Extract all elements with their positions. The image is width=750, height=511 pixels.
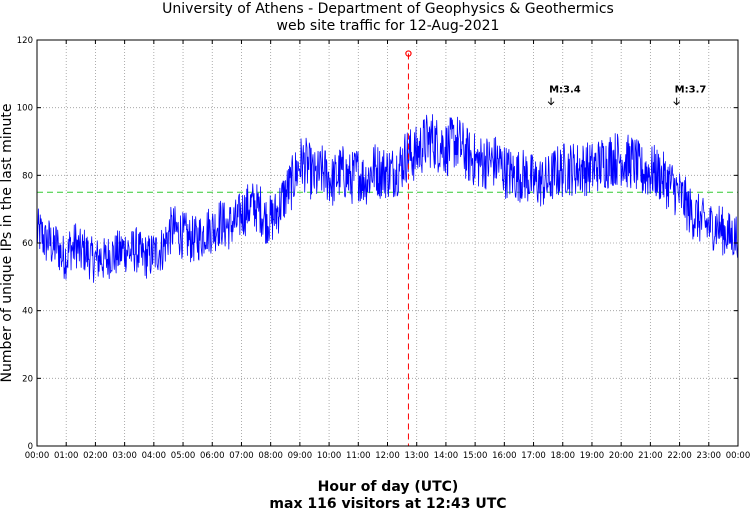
x-tick-label: 03:00 [112,451,137,461]
x-tick-label: 00:00 [25,451,50,461]
y-axis-label: Number of unique IPs in the last minute [0,104,15,383]
x-tick-label: 09:00 [288,451,313,461]
series-group [36,114,739,283]
annotation-label: M:3.4 [549,85,581,96]
x-tick-label: 23:00 [697,451,722,461]
x-tick-label: 00:00 [726,451,750,461]
y-tick-label: 100 [17,104,33,114]
x-tick-label: 22:00 [667,451,692,461]
y-tick-label: 20 [22,374,33,384]
x-tick-label: 15:00 [463,451,488,461]
x-axis-sublabel: max 116 visitors at 12:43 UTC [269,496,506,511]
x-tick-label: 05:00 [171,451,196,461]
x-tick-label: 04:00 [142,451,167,461]
max-marker-group [405,50,412,446]
x-tick-label: 19:00 [580,451,605,461]
x-axis-ticks: 00:00 01:00 02:00 03:00 04:00 05:00 06:00 07:00… [25,40,750,461]
chart-title: University of Athens - Department of Geo… [162,1,614,17]
annotations-group: M:3.4 M:3.7 [547,85,707,106]
x-tick-label: 21:00 [638,451,663,461]
y-axis-ticks: 0 20 40 60 80 100 120 [17,36,738,452]
annotation-arrow-head [673,101,681,106]
x-tick-label: 16:00 [492,451,517,461]
x-tick-label: 14:00 [434,451,459,461]
annotation-arrow-head [547,101,555,106]
x-tick-label: 08:00 [258,451,283,461]
chart-subtitle: web site traffic for 12-Aug-2021 [277,18,500,34]
x-tick-label: 07:00 [229,451,254,461]
x-tick-label: 10:00 [317,451,342,461]
x-tick-label: 13:00 [404,451,429,461]
max-marker-point [405,50,412,57]
x-tick-label: 01:00 [54,451,79,461]
x-tick-label: 18:00 [551,451,576,461]
y-tick-label: 40 [22,307,33,317]
x-tick-label: 02:00 [83,451,108,461]
x-axis-label: Hour of day (UTC) [318,479,459,495]
x-tick-label: 17:00 [521,451,546,461]
x-tick-label: 12:00 [375,451,400,461]
y-tick-label: 120 [17,36,33,46]
annotation-label: M:3.7 [675,85,707,96]
y-tick-label: 0 [28,442,33,452]
y-tick-label: 60 [22,239,33,249]
y-tick-label: 80 [22,171,33,181]
x-tick-label: 06:00 [200,451,225,461]
x-tick-label: 20:00 [609,451,634,461]
x-tick-label: 11:00 [346,451,371,461]
series-line-visitors [36,114,739,283]
